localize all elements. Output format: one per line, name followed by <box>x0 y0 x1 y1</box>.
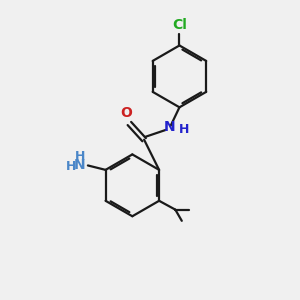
Text: N: N <box>74 158 85 172</box>
Text: H: H <box>178 123 189 136</box>
Text: H: H <box>66 160 77 173</box>
Text: N: N <box>163 120 175 134</box>
Text: Cl: Cl <box>172 18 187 32</box>
Text: O: O <box>121 106 132 120</box>
Text: H: H <box>75 149 85 163</box>
